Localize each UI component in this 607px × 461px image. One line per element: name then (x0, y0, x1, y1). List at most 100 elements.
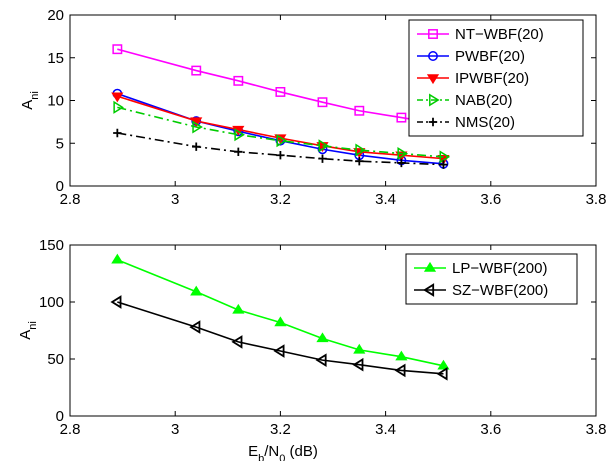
y-tick-label: 150 (39, 237, 64, 254)
data-point (395, 350, 408, 361)
data-point (394, 363, 406, 378)
series-lp-wbf-200 (111, 253, 450, 370)
data-point (315, 353, 327, 367)
data-point (192, 142, 201, 151)
x-tick-label: 3.8 (586, 421, 607, 438)
y-tick-label: 0 (56, 178, 64, 195)
data-point (354, 105, 365, 116)
data-point (231, 335, 243, 349)
data-point (352, 357, 364, 372)
data-point (317, 97, 328, 108)
data-point (110, 295, 122, 309)
series-line (117, 301, 444, 375)
legend-item: PWBF(20) (417, 48, 525, 65)
series-line (117, 95, 444, 160)
x-tick-label: 3 (171, 421, 179, 438)
data-point (397, 158, 406, 168)
data-point (189, 320, 201, 334)
legend-box (405, 253, 578, 305)
x-tick-label: 3.6 (480, 191, 501, 208)
data-point (190, 285, 203, 296)
x-tick-label: 3.2 (270, 191, 291, 208)
data-point (112, 44, 123, 55)
data-point (111, 253, 124, 264)
legend-label: LP−WBF(200) (452, 260, 547, 277)
legend-item: IPWBF(20) (417, 70, 529, 87)
y-tick-label: 20 (47, 7, 64, 24)
data-point (192, 120, 203, 134)
legend-marker (426, 74, 440, 85)
series-sz-wbf-200 (110, 295, 448, 381)
legend-label: IPWBF(20) (455, 70, 529, 87)
x-tick-label: 3 (171, 191, 179, 208)
data-point (276, 151, 285, 160)
x-axis-label: Eb/N0 (dB) (248, 443, 318, 461)
y-tick-label: 50 (47, 351, 64, 368)
data-point (274, 316, 287, 327)
legend-marker (428, 117, 438, 127)
y-tick-label: 5 (56, 135, 64, 152)
data-point (439, 150, 451, 164)
legend-marker (423, 261, 437, 272)
data-point (191, 65, 202, 76)
data-point (233, 75, 244, 86)
legend-item: NAB(20) (417, 92, 513, 109)
data-point (316, 332, 329, 343)
y-tick-label: 100 (39, 294, 64, 311)
legend-item: NMS(20) (417, 114, 515, 131)
data-point (437, 359, 450, 370)
data-point (276, 134, 288, 148)
x-tick-label: 3.6 (480, 421, 501, 438)
data-point (397, 146, 409, 161)
legend-label: NT−WBF(20) (455, 26, 544, 43)
legend-label: NMS(20) (455, 114, 515, 131)
x-tick-label: 2.8 (60, 421, 81, 438)
legend-item: NT−WBF(20) (417, 26, 544, 43)
x-tick-label: 3.8 (586, 191, 607, 208)
y-axis-label: Ani (19, 91, 41, 110)
series-nms-20 (113, 128, 448, 169)
data-point (234, 128, 245, 142)
y-tick-label: 15 (47, 50, 64, 67)
legend-item: LP−WBF(200) (414, 260, 547, 277)
data-point (353, 343, 366, 354)
series-line (117, 132, 444, 166)
legend-label: SZ−WBF(200) (452, 282, 548, 299)
data-point (113, 100, 124, 114)
legend-marker (428, 29, 438, 39)
data-point (318, 139, 330, 153)
series-line (117, 259, 444, 367)
series-nab-20 (113, 100, 451, 164)
data-point (439, 160, 448, 169)
y-tick-label: 10 (47, 93, 64, 110)
legend-label: NAB(20) (455, 92, 513, 109)
bottom-panel: 2.8 3 3.2 3.4 3.6 3.8 0 50 100 150 Ani Eb/N0 (dB) LP… (17, 237, 606, 461)
x-tick-label: 2.8 (60, 191, 81, 208)
legend-label: PWBF(20) (455, 48, 525, 65)
x-tick-label: 3.4 (375, 191, 396, 208)
data-point (436, 367, 448, 381)
data-point (318, 154, 327, 163)
data-point (232, 303, 245, 314)
y-axis-label: Ani (17, 321, 39, 340)
x-tick-label: 3.2 (270, 421, 291, 438)
legend: LP−WBF(200) SZ−WBF(200) (405, 253, 578, 305)
series-line (117, 48, 444, 126)
data-point (355, 157, 364, 166)
legend-marker (429, 93, 440, 107)
data-point (113, 128, 122, 138)
legend-item: SZ−WBF(200) (414, 282, 548, 299)
y-tick-label: 0 (56, 408, 64, 425)
data-point (234, 147, 243, 156)
top-panel: 2.8 3 3.2 3.4 3.6 3.8 0 5 10 15 20 Ani NT−WBF(20) PWB… (19, 7, 606, 208)
data-point (111, 92, 124, 103)
series-nt-wbf-20 (112, 44, 449, 130)
data-point (275, 87, 286, 97)
legend-marker (423, 283, 435, 297)
data-point (396, 112, 407, 123)
legend: NT−WBF(20) PWBF(20) IPWBF(20) NAB(20) NMS(20… (408, 19, 584, 137)
x-tick-label: 3.4 (375, 421, 396, 438)
legend-marker (428, 51, 438, 61)
data-point (355, 143, 366, 157)
